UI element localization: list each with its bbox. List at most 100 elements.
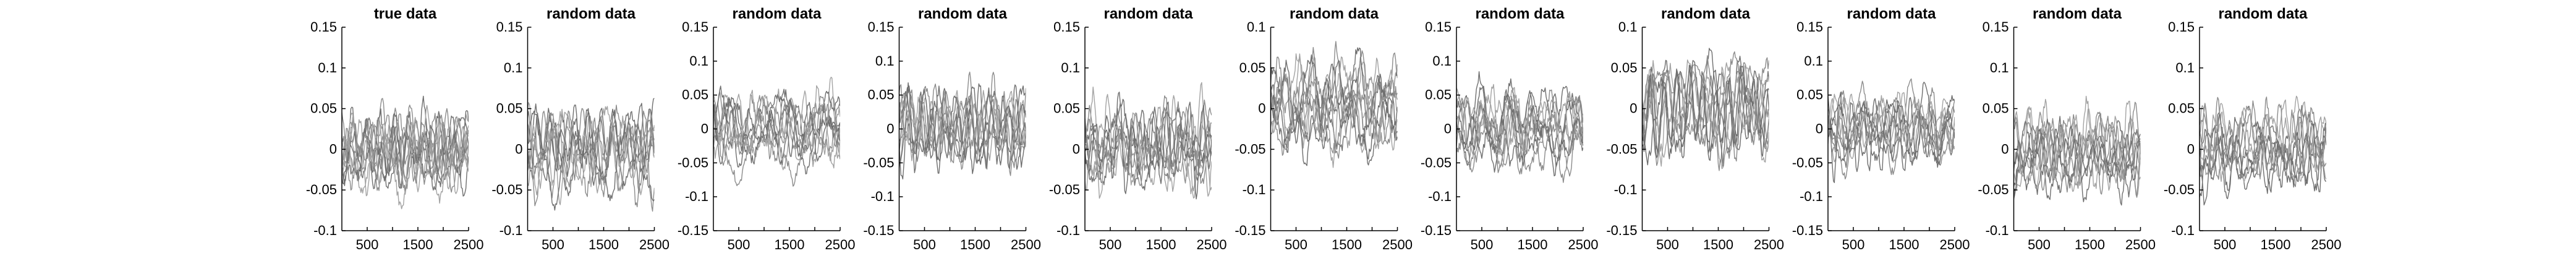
data-series-line — [1270, 60, 1398, 166]
y-tick-label: 0.1 — [875, 53, 895, 69]
x-tick-label: 1500 — [1889, 237, 1919, 252]
y-tick-label: 0.05 — [1053, 101, 1080, 116]
chart-title: random data — [1475, 6, 1565, 22]
y-tick-label: 0.1 — [1061, 60, 1080, 75]
data-series-line — [527, 110, 655, 211]
data-series-line — [1828, 98, 1955, 155]
data-series-line — [1642, 65, 1769, 167]
x-tick-label: 500 — [356, 237, 379, 252]
y-tick-label: -0.1 — [1243, 182, 1266, 197]
x-tick-label: 500 — [2214, 237, 2237, 252]
y-tick-label: 0.15 — [868, 19, 895, 35]
x-tick-label: 2500 — [2125, 237, 2156, 252]
data-series-line — [342, 119, 469, 189]
data-series-line — [527, 105, 655, 186]
y-tick-label: -0.1 — [1056, 223, 1080, 238]
data-series-line — [1085, 92, 1212, 200]
chart-panel-6: random data -0.15 -0.1 -0.05 0 0.05 0.1 500 1500… — [1235, 6, 1413, 252]
data-series-line — [1270, 76, 1398, 168]
y-tick-label: -0.15 — [863, 223, 894, 238]
y-tick-label: 0 — [1258, 101, 1265, 116]
data-series-line — [342, 108, 469, 169]
y-tick-label: 0.1 — [1618, 19, 1638, 35]
x-tick-label: 1500 — [1146, 237, 1176, 252]
x-tick-label: 1500 — [1518, 237, 1548, 252]
y-tick-label: 0 — [701, 121, 708, 137]
y-tick-label: 0.05 — [1796, 87, 1823, 103]
y-tick-label: 0.1 — [1804, 53, 1823, 69]
data-series-line — [342, 119, 469, 197]
x-tick-label: 1500 — [2075, 237, 2105, 252]
x-tick-label: 1500 — [775, 237, 805, 252]
x-tick-label: 2500 — [1011, 237, 1041, 252]
chart-title: random data — [2033, 6, 2122, 22]
y-tick-label: 0 — [2001, 141, 2009, 156]
data-series-line — [2013, 129, 2141, 190]
y-tick-label: -0.1 — [2171, 223, 2195, 238]
data-series-line — [1642, 59, 1769, 166]
y-tick-label: 0.05 — [1425, 87, 1452, 103]
y-tick-label: -0.1 — [313, 223, 337, 238]
x-tick-label: 1500 — [1332, 237, 1362, 252]
data-series-line — [2200, 117, 2326, 206]
y-tick-label: 0 — [329, 141, 337, 156]
y-tick-label: 0.1 — [1247, 19, 1266, 35]
y-tick-label: 0.1 — [1990, 60, 2009, 75]
y-tick-label: 0.1 — [689, 53, 708, 69]
data-series-line — [899, 96, 1026, 150]
trace-group — [1456, 71, 1583, 183]
y-tick-label: 0.05 — [682, 87, 708, 103]
trace-group — [1270, 41, 1398, 168]
chart-title: random data — [546, 6, 636, 22]
trace-group — [713, 77, 840, 187]
x-tick-label: 1500 — [960, 237, 990, 252]
y-tick-label: 0.05 — [1239, 60, 1266, 75]
y-tick-label: -0.15 — [1606, 223, 1637, 238]
data-series-line — [1642, 55, 1769, 166]
y-tick-label: -0.05 — [1606, 141, 1637, 156]
trace-group — [899, 71, 1026, 180]
y-tick-label: 0.15 — [1983, 19, 2009, 35]
y-tick-label: -0.1 — [1614, 182, 1638, 197]
trace-group — [2200, 95, 2326, 206]
y-tick-label: -0.1 — [1800, 189, 1823, 204]
chart-panel-2: random data -0.1 -0.05 0 0.05 0.1 0.15 500 1500 2… — [491, 6, 670, 252]
y-tick-label: 0.15 — [1425, 19, 1452, 35]
y-tick-label: -0.05 — [863, 155, 894, 170]
data-series-line — [1456, 89, 1583, 150]
x-tick-label: 1500 — [403, 237, 433, 252]
chart-panel-3: random data -0.15 -0.1 -0.05 0 0.05 0.1 0.15 500… — [678, 6, 856, 252]
data-series-line — [1270, 53, 1398, 145]
x-tick-label: 500 — [1842, 237, 1865, 252]
chart-title: random data — [732, 6, 822, 22]
x-tick-label: 500 — [728, 237, 750, 252]
data-series-line — [2200, 96, 2326, 178]
data-series-line — [1828, 82, 1955, 168]
y-tick-label: -0.15 — [678, 223, 708, 238]
x-tick-label: 2500 — [1382, 237, 1413, 252]
chart-title: random data — [1661, 6, 1751, 22]
trace-group — [1642, 48, 1769, 171]
x-tick-label: 2500 — [639, 237, 670, 252]
chart-title: random data — [1290, 6, 1379, 22]
x-tick-label: 2500 — [825, 237, 856, 252]
y-tick-label: -0.05 — [491, 182, 522, 197]
data-series-line — [1642, 60, 1769, 167]
x-tick-label: 2500 — [2311, 237, 2342, 252]
y-tick-label: 0.05 — [2168, 101, 2195, 116]
x-tick-label: 2500 — [1197, 237, 1227, 252]
data-series-line — [1085, 82, 1212, 199]
y-tick-label: -0.1 — [871, 189, 895, 204]
chart-panel-7: random data -0.15 -0.1 -0.05 0 0.05 0.1 0.15 500… — [1421, 6, 1599, 252]
y-tick-label: -0.05 — [678, 155, 708, 170]
y-tick-label: 0.15 — [1053, 19, 1080, 35]
data-series-line — [899, 90, 1026, 147]
y-tick-label: -0.15 — [1421, 223, 1452, 238]
data-series-line — [2200, 113, 2326, 183]
data-series-line — [2200, 132, 2326, 193]
y-tick-label: -0.05 — [1421, 155, 1452, 170]
data-series-line — [1828, 78, 1955, 180]
x-tick-label: 500 — [1285, 237, 1307, 252]
